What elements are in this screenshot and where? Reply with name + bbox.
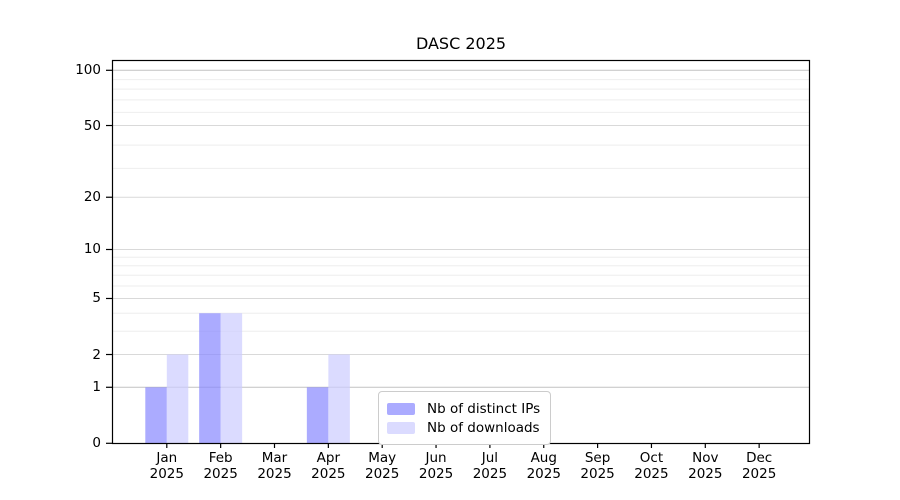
legend: Nb of distinct IPs Nb of downloads <box>378 391 552 445</box>
x-tick-label: Jul 2025 <box>450 450 530 482</box>
y-tick-label: 10 <box>83 241 101 258</box>
y-tick-label: 0 <box>92 435 101 452</box>
x-tick-year: 2025 <box>149 465 184 482</box>
x-tick-year: 2025 <box>365 465 400 482</box>
legend-label-distinct-ips: Nb of distinct IPs <box>427 400 541 417</box>
x-tick-label: Apr 2025 <box>288 450 368 482</box>
y-tick-label: 20 <box>83 189 101 206</box>
legend-item-distinct-ips: Nb of distinct IPs <box>387 400 540 417</box>
x-tick-month: Jan <box>156 450 178 466</box>
x-tick-month: May <box>368 450 397 466</box>
x-tick-label: May 2025 <box>342 450 422 482</box>
bar-distinct-ips <box>306 387 329 444</box>
x-tick-month: Oct <box>639 450 664 466</box>
y-tick-label: 100 <box>75 62 101 79</box>
y-tick-label: 1 <box>92 379 101 396</box>
legend-swatch-downloads <box>387 421 415 434</box>
plot-area: Nb of distinct IPs Nb of downloads <box>106 59 811 448</box>
x-tick-month: Dec <box>746 450 773 466</box>
x-tick-month: Jul <box>481 450 499 466</box>
x-tick-label: Jun 2025 <box>396 450 476 482</box>
x-tick-year: 2025 <box>634 465 669 482</box>
x-tick-year: 2025 <box>741 465 777 482</box>
plot-canvas <box>106 59 811 448</box>
x-tick-year: 2025 <box>257 465 292 482</box>
x-tick-label: Jan 2025 <box>127 450 207 482</box>
bar-downloads <box>166 354 189 444</box>
x-tick-label: Nov 2025 <box>665 450 745 482</box>
x-tick-month: Sep <box>584 450 611 466</box>
chart-title: DASC 2025 <box>415 34 507 53</box>
bar-downloads <box>328 354 350 444</box>
x-tick-label: Oct 2025 <box>611 450 691 482</box>
bar-downloads <box>220 313 243 444</box>
legend-swatch-distinct-ips <box>387 402 415 415</box>
legend-item-downloads: Nb of downloads <box>387 419 540 436</box>
x-tick-year: 2025 <box>526 465 561 482</box>
x-tick-label: Aug 2025 <box>504 450 584 482</box>
legend-label-downloads: Nb of downloads <box>427 419 540 436</box>
x-tick-label: Sep 2025 <box>558 450 638 482</box>
x-tick-year: 2025 <box>472 465 508 482</box>
x-tick-month: Apr <box>316 450 341 466</box>
x-tick-month: Feb <box>208 450 233 466</box>
x-tick-month: Aug <box>530 450 557 466</box>
y-tick-label: 2 <box>92 346 101 363</box>
x-tick-year: 2025 <box>580 465 615 482</box>
y-tick-label: 5 <box>92 290 101 307</box>
y-tick-label: 50 <box>83 117 101 134</box>
bar-distinct-ips <box>145 387 167 444</box>
x-tick-label: Feb 2025 <box>181 450 261 482</box>
x-tick-year: 2025 <box>311 465 346 482</box>
x-tick-label: Dec 2025 <box>719 450 799 482</box>
x-tick-month: Mar <box>261 450 288 466</box>
x-tick-month: Nov <box>692 450 719 466</box>
x-tick-label: Mar 2025 <box>235 450 315 482</box>
bar-distinct-ips <box>199 313 221 444</box>
x-tick-month: Jun <box>425 450 447 466</box>
x-tick-year: 2025 <box>688 465 723 482</box>
x-tick-year: 2025 <box>418 465 454 482</box>
x-tick-year: 2025 <box>203 465 238 482</box>
